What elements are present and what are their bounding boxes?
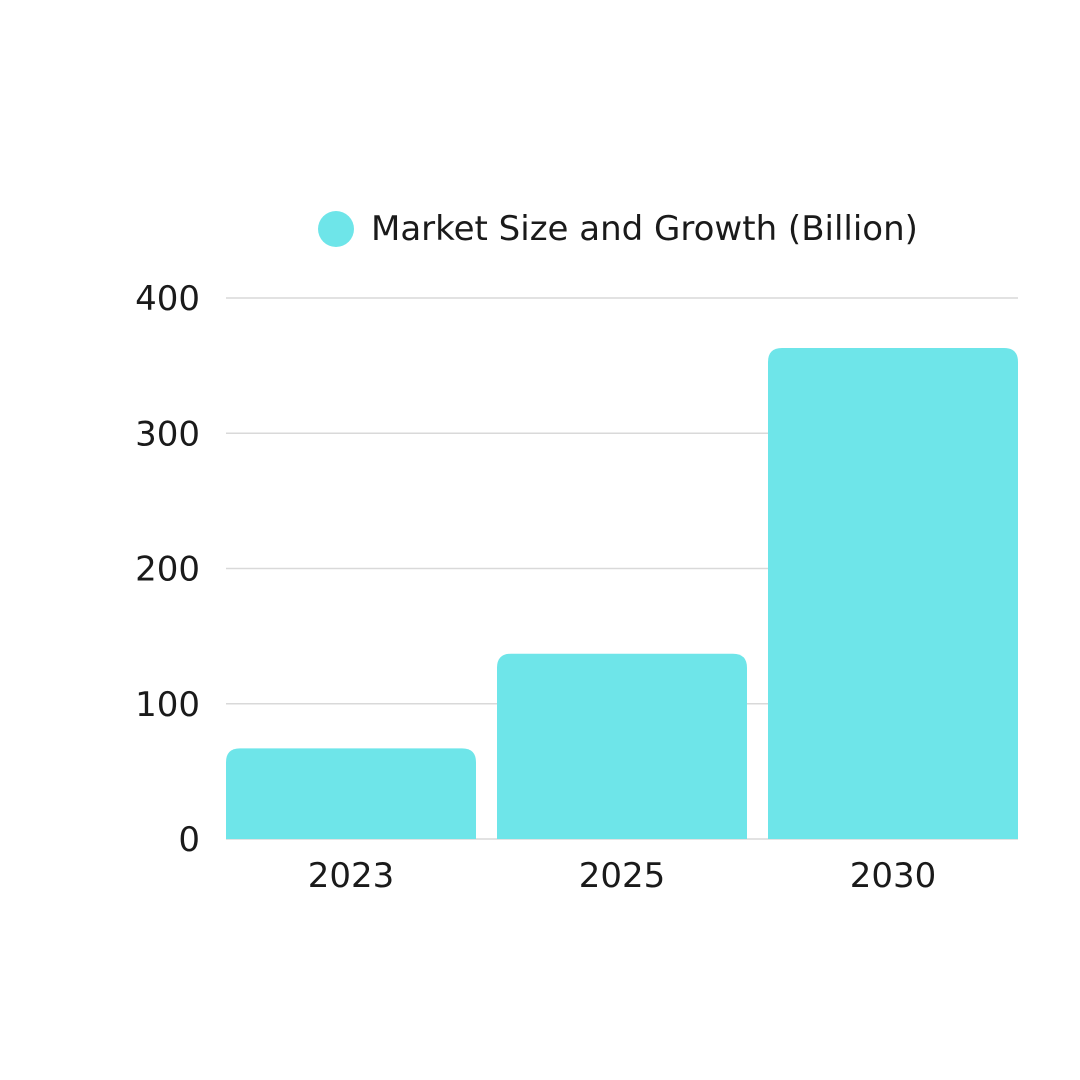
legend-swatch [318,211,354,247]
bars [226,348,1018,839]
legend: Market Size and Growth (Billion) [318,209,918,249]
x-tick-label: 2030 [850,856,937,896]
y-tick-label: 300 [135,414,200,454]
bar-2030 [768,348,1018,839]
y-tick-label: 100 [135,685,200,725]
bar-2025 [497,653,747,839]
legend-label: Market Size and Growth (Billion) [371,209,918,249]
y-tick-label: 0 [178,820,200,860]
bar-2023 [226,748,476,839]
y-tick-label: 400 [135,279,200,319]
x-axis-tick-labels: 2023 2025 2030 [308,856,937,896]
x-tick-label: 2023 [308,856,395,896]
y-axis-tick-labels: 0 100 200 300 400 [135,279,200,860]
y-tick-label: 200 [135,550,200,590]
x-tick-label: 2025 [579,856,666,896]
